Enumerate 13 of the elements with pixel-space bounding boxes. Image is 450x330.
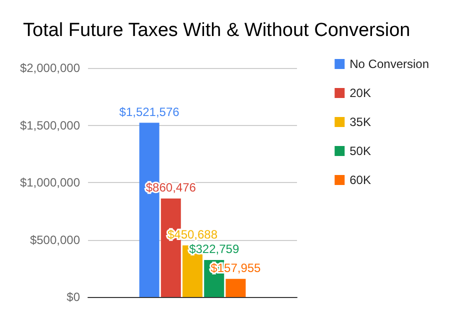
legend-label: No Conversion xyxy=(350,57,430,71)
chart-title: Total Future Taxes With & Without Conversion xyxy=(23,20,410,41)
y-tick-label: $1,000,000 xyxy=(20,176,80,190)
y-tick-label: $0 xyxy=(66,290,80,304)
legend-label: 20K xyxy=(350,86,371,100)
y-tick-label: $2,000,000 xyxy=(20,61,80,75)
data-label: $1,521,576 xyxy=(119,104,180,119)
legend-label: 35K xyxy=(350,115,371,129)
legend-label: 50K xyxy=(350,144,371,158)
y-tick-label: $1,500,000 xyxy=(20,118,80,132)
legend-label: 60K xyxy=(350,173,371,187)
y-tick-label: $500,000 xyxy=(30,232,80,247)
bar xyxy=(226,278,246,297)
